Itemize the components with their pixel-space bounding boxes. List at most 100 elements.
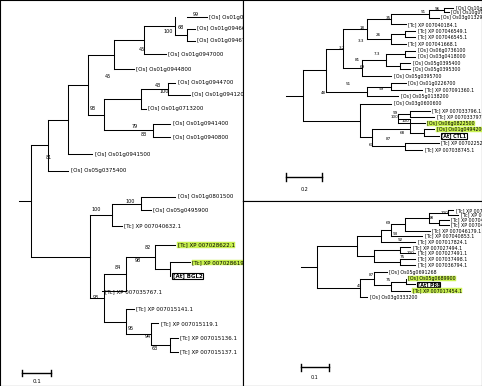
Text: [Os] Os01g0226700: [Os] Os01g0226700	[408, 81, 455, 86]
Text: [Os] Os01g0941500: [Os] Os01g0941500	[95, 152, 150, 157]
Text: [Os] Os01g0944800: [Os] Os01g0944800	[136, 67, 192, 72]
Text: [Os] Os01g0941200: [Os] Os01g0941200	[192, 92, 248, 97]
Text: 69: 69	[386, 221, 391, 225]
Text: [Os] Os01g0713200: [Os] Os01g0713200	[148, 107, 204, 111]
Text: [Tc] XP 007017454.1: [Tc] XP 007017454.1	[413, 288, 462, 293]
Text: [Tc] XP 007091360.1: [Tc] XP 007091360.1	[425, 87, 474, 92]
Text: [Tc] XP 007028619.1: [Tc] XP 007028619.1	[192, 260, 249, 265]
Text: 91: 91	[421, 10, 426, 14]
Text: [Os] Os10g0943400: [Os] Os10g0943400	[451, 10, 482, 15]
Text: [Tc] XP 007040632.1: [Tc] XP 007040632.1	[124, 223, 181, 228]
Text: [Tc] XP 007041668.1: [Tc] XP 007041668.1	[408, 41, 457, 46]
Text: 95: 95	[127, 327, 134, 331]
Text: 3.3: 3.3	[358, 39, 364, 43]
Text: 69: 69	[360, 65, 364, 69]
Text: [Os] Os01g0801500: [Os] Os01g0801500	[178, 195, 233, 199]
Text: [At] CTL1: [At] CTL1	[442, 134, 467, 139]
Text: 79: 79	[132, 124, 137, 129]
Text: [Os] Os05g0395300: [Os] Os05g0395300	[413, 67, 460, 72]
Text: [Os] Os05g0395400: [Os] Os05g0395400	[413, 61, 460, 66]
Text: [Os] Os03g0132900: [Os] Os03g0132900	[442, 15, 482, 20]
Text: [Os] Os03g0333200: [Os] Os03g0333200	[370, 295, 417, 300]
Text: [Os] Os03g0418000: [Os] Os03g0418000	[417, 54, 465, 59]
Text: [Tc] XP 007041882.1: [Tc] XP 007041882.1	[451, 223, 482, 228]
Text: [Tc] XP 007017824.1: [Tc] XP 007017824.1	[417, 239, 467, 244]
Text: 99: 99	[393, 111, 398, 115]
Text: [Tc] XP 007037498.1: [Tc] XP 007037498.1	[417, 257, 467, 262]
Text: 0.1: 0.1	[32, 379, 41, 384]
Text: 35: 35	[386, 17, 391, 20]
Text: 0.1: 0.1	[311, 375, 319, 380]
Text: 92: 92	[398, 238, 403, 242]
Text: 99: 99	[192, 12, 199, 17]
Text: 94: 94	[144, 334, 150, 339]
Text: [Tc] XP 007033797.1: [Tc] XP 007033797.1	[437, 114, 482, 119]
Text: [Tc] XP 007041883.1: [Tc] XP 007041883.1	[451, 218, 482, 223]
Text: [Tc] XP 007040853.1: [Tc] XP 007040853.1	[425, 234, 474, 239]
Text: [Os] Os05g0691268: [Os] Os05g0691268	[389, 269, 437, 274]
Text: 18: 18	[360, 26, 364, 30]
Text: [Tc] XP 007046179.1: [Tc] XP 007046179.1	[432, 228, 481, 233]
Text: 99: 99	[378, 87, 384, 91]
Text: 75: 75	[400, 255, 405, 259]
Text: 45: 45	[139, 47, 145, 52]
Text: [Os] Os01g0944700: [Os] Os01g0944700	[178, 81, 233, 85]
Text: [Os] Os01g0946500: [Os] Os01g0946500	[209, 15, 265, 20]
Text: [Tc] XP 007041885.1: [Tc] XP 007041885.1	[460, 213, 482, 218]
Text: [Os] Os05g0689900: [Os] Os05g0689900	[408, 276, 455, 281]
Text: 51: 51	[345, 82, 350, 86]
Text: [Tc] XP 007046545.1: [Tc] XP 007046545.1	[417, 35, 467, 40]
Text: [Tc] XP 007041994.1: [Tc] XP 007041994.1	[456, 208, 482, 213]
Text: 26: 26	[375, 33, 381, 37]
Text: [Os] Os01g0947000: [Os] Os01g0947000	[168, 52, 223, 56]
Text: 100: 100	[390, 115, 398, 119]
Text: [Os] Os05g0395700: [Os] Os05g0395700	[394, 74, 441, 79]
Text: [Os] Os01g0946600: [Os] Os01g0946600	[197, 27, 253, 31]
Text: [Tc] XP 007035767.1: [Tc] XP 007035767.1	[105, 289, 161, 294]
Text: [Os] Os01g0494200: [Os] Os01g0494200	[437, 127, 482, 132]
Text: [Os] Os01g0941400: [Os] Os01g0941400	[173, 121, 228, 126]
Text: 63: 63	[369, 143, 374, 147]
Text: [Tc] XP 007027491.1: [Tc] XP 007027491.1	[417, 251, 467, 256]
Text: 87: 87	[386, 137, 391, 141]
Text: 0.2: 0.2	[300, 187, 308, 192]
Text: 84: 84	[115, 265, 121, 269]
Text: 45: 45	[105, 74, 111, 79]
Text: [Tc] XP 007015141.1: [Tc] XP 007015141.1	[136, 306, 193, 311]
Text: 100: 100	[441, 211, 448, 215]
Text: [Tc] XP 007036794.1: [Tc] XP 007036794.1	[417, 263, 467, 268]
Text: 68: 68	[177, 25, 184, 29]
Text: [Tc] XP 007015136.1: [Tc] XP 007015136.1	[180, 335, 237, 340]
Text: 83: 83	[141, 132, 147, 137]
Text: 75: 75	[386, 278, 391, 283]
Text: 100: 100	[126, 199, 135, 204]
Text: 98: 98	[134, 258, 141, 263]
Text: [Tc] XP 007028622.1: [Tc] XP 007028622.1	[178, 243, 235, 247]
Text: [Os] Os05g0495900: [Os] Os05g0495900	[153, 208, 209, 213]
Text: 81: 81	[355, 58, 360, 62]
Text: 81: 81	[46, 155, 53, 160]
Text: 7.3: 7.3	[374, 52, 381, 56]
Text: 100: 100	[163, 29, 173, 34]
Text: [Os] Os06g0736100: [Os] Os06g0736100	[417, 48, 465, 53]
Text: [Os] Os03g0600600: [Os] Os03g0600600	[394, 102, 441, 107]
Text: 93: 93	[393, 232, 398, 237]
Text: [Tc] XP 007033796.1: [Tc] XP 007033796.1	[432, 108, 481, 113]
Text: 100: 100	[407, 251, 415, 255]
Text: 82: 82	[145, 245, 151, 250]
Text: [Tc] XP 007040184.1: [Tc] XP 007040184.1	[408, 22, 457, 27]
Text: [Tc] XP 007015137.1: [Tc] XP 007015137.1	[180, 350, 237, 354]
Text: [At] BGL2: [At] BGL2	[173, 274, 202, 278]
Text: [Tc] XP 007015119.1: [Tc] XP 007015119.1	[161, 321, 218, 326]
Text: [Os] Os01g0940800: [Os] Os01g0940800	[173, 135, 228, 139]
Text: 63: 63	[151, 346, 158, 350]
Text: 100: 100	[402, 119, 409, 124]
Text: 48: 48	[321, 91, 326, 95]
Text: 96: 96	[435, 7, 440, 11]
Text: [Os] Os01g0946700: [Os] Os01g0946700	[197, 38, 253, 43]
Text: [Os] Os05g0138200: [Os] Os05g0138200	[401, 94, 449, 99]
Text: [Os] Os06g0822500: [Os] Os06g0822500	[427, 121, 475, 126]
Text: [Os] Os05g0375400: [Os] Os05g0375400	[70, 168, 126, 173]
Text: [Tc] XP 007038745.1: [Tc] XP 007038745.1	[425, 147, 474, 152]
Text: 68: 68	[400, 131, 405, 135]
